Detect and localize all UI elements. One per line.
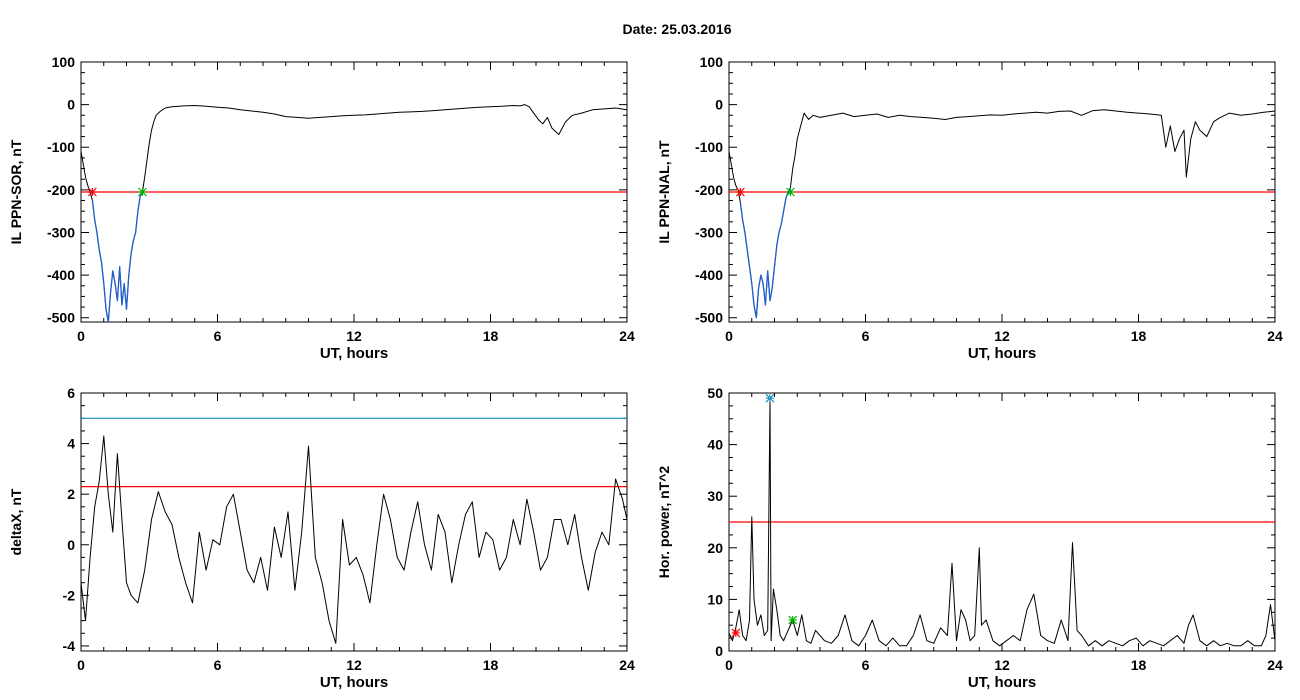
panel-1-ytick-label: -400 [47, 267, 75, 283]
panel-2-x-axis-label: UT, hours [968, 345, 1036, 362]
panel-4-plot-area [729, 397, 1275, 647]
panel-2-ytick-label: 0 [715, 97, 723, 113]
panel-1-ytick-label: -200 [47, 182, 75, 198]
panel-3-series-line [81, 435, 627, 644]
panel-2-ytick-label: 100 [700, 54, 724, 70]
panel-1-xtick-label: 0 [77, 328, 85, 344]
panel-2: 0 6 12 18 24 100 0 -100 -200 -300 -400 -500 UT, hour… [656, 54, 1283, 362]
panel-1-x-axis-label: UT, hours [320, 345, 388, 362]
panel-3-x-axis-label: UT, hours [320, 674, 388, 691]
panel-4: 0 6 12 18 24 50 40 30 20 10 0 UT, hours Hor. power, … [656, 385, 1283, 691]
panel-4-ytick-label: 30 [707, 488, 723, 504]
panel-1-xtick-label: 24 [619, 328, 635, 344]
panel-2-y-axis-label: IL PPN-NAL, nT [656, 140, 672, 244]
panel-4-marker-start [731, 628, 741, 638]
panel-4-ytick-label: 50 [707, 385, 723, 401]
panel-3-ytick-label: 4 [67, 436, 75, 452]
panel-2-ytick-label: -500 [695, 310, 723, 326]
panel-4-xtick-label: 18 [1131, 657, 1147, 673]
panel-3-ytick-label: 0 [67, 537, 75, 553]
panel-1-ytick-label: -500 [47, 310, 75, 326]
panel-3-ytick-label: 2 [67, 486, 75, 502]
panel-4-ytick-label: 10 [707, 591, 723, 607]
panel-4-xtick-label: 24 [1267, 657, 1283, 673]
panel-1-plot-area [81, 104, 627, 322]
panel-3-frame [80, 392, 628, 652]
panel-1-ytick-label: -100 [47, 139, 75, 155]
panel-3-y-axis-label: deltaX, nT [8, 488, 24, 555]
figure-title: Date: 25.03.2016 [623, 21, 732, 37]
panel-1-ytick-label: 100 [52, 54, 76, 70]
panel-2-ytick-label: -200 [695, 182, 723, 198]
panel-2-plot-area [729, 109, 1275, 319]
panel-2-series-line [729, 109, 1275, 319]
panel-2-xtick-label: 18 [1131, 328, 1147, 344]
panel-4-marker-peak [765, 393, 775, 403]
panel-1-marker-start [87, 187, 97, 197]
panel-1-ytick-label: 0 [67, 97, 75, 113]
panel-1-y-axis-label: IL PPN-SOR, nT [8, 139, 24, 244]
panel-4-ytick-label: 40 [707, 437, 723, 453]
panel-4-y-axis-label: Hor. power, nT^2 [656, 466, 672, 579]
panel-3-ytick-label: -2 [63, 587, 76, 603]
panel-4-xtick-label: 6 [862, 657, 870, 673]
panel-4-ytick-label: 20 [707, 540, 723, 556]
panel-3-ytick-label: -4 [63, 638, 76, 654]
panel-4-ytick-label: 0 [715, 643, 723, 659]
panel-4-xtick-label: 0 [725, 657, 733, 673]
panel-2-ytick-label: -100 [695, 139, 723, 155]
panel-1-series-line [81, 104, 627, 322]
panel-4-xtick-label: 12 [994, 657, 1010, 673]
panel-1-xtick-label: 6 [214, 328, 222, 344]
panel-3: 0 6 12 18 24 6 4 2 0 -2 -4 UT, hours deltaX, nT [8, 385, 635, 691]
panel-4-x-axis-label: UT, hours [968, 674, 1036, 691]
panel-1-selection-line [91, 191, 143, 322]
panel-4-series-line [729, 397, 1275, 647]
panel-3-xtick-label: 12 [346, 657, 362, 673]
panel-2-xtick-label: 12 [994, 328, 1010, 344]
panel-3-xtick-label: 6 [214, 657, 222, 673]
panel-4-marker-end [788, 615, 798, 625]
panel-2-marker-start [735, 187, 745, 197]
panel-2-selection-line [739, 187, 791, 319]
panel-2-xtick-label: 24 [1267, 328, 1283, 344]
panel-3-xtick-label: 24 [619, 657, 635, 673]
panel-3-ytick-label: 6 [67, 385, 75, 401]
panel-3-plot-area [81, 417, 627, 644]
panel-2-ytick-label: -300 [695, 224, 723, 240]
panel-1-xtick-label: 18 [483, 328, 499, 344]
panel-3-xtick-label: 0 [77, 657, 85, 673]
panel-2-ytick-label: -400 [695, 267, 723, 283]
panel-2-marker-end [786, 187, 795, 197]
panel-3-xtick-label: 18 [483, 657, 499, 673]
panel-1-xtick-label: 12 [346, 328, 362, 344]
panel-1: 0 6 12 18 24 100 0 -100 -200 -300 -400 -500 UT, hour… [8, 54, 635, 362]
panel-1-marker-end [138, 187, 147, 197]
panel-1-ytick-label: -300 [47, 224, 75, 240]
panel-2-xtick-label: 0 [725, 328, 733, 344]
panel-2-xtick-label: 6 [862, 328, 870, 344]
